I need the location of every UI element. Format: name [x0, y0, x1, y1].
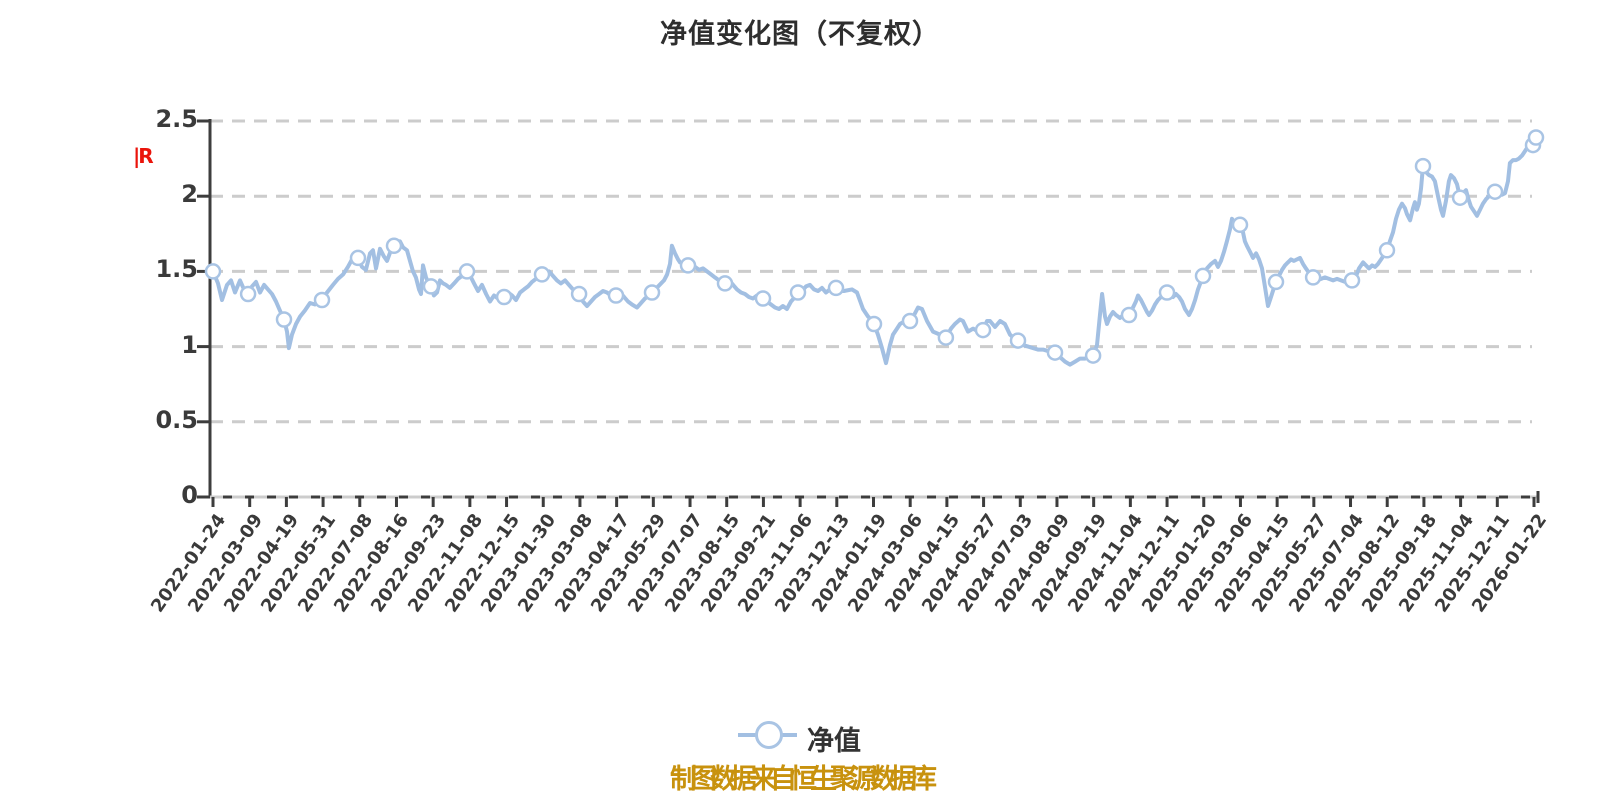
data-point-marker	[1486, 183, 1504, 200]
data-point-marker	[827, 279, 845, 297]
data-point-marker	[1304, 269, 1322, 286]
data-point-marker	[385, 237, 403, 255]
data-point-marker	[1378, 242, 1396, 259]
data-point-marker	[789, 284, 807, 301]
data-point-marker	[1084, 347, 1102, 364]
y-tick-label: 1	[181, 330, 198, 359]
y-tick-label: 2.5	[155, 105, 198, 133]
data-point-marker	[1527, 129, 1545, 146]
data-point-marker	[422, 278, 440, 295]
data-point-marker	[1343, 272, 1361, 289]
data-point-marker	[275, 311, 293, 328]
data-point-marker	[974, 321, 992, 339]
data-point-marker	[1231, 216, 1249, 234]
y-axis-red-marker: |R	[133, 144, 154, 168]
chart-title: 净值变化图（不复权）	[660, 19, 940, 50]
data-point-marker	[643, 284, 661, 301]
data-point-marker	[679, 257, 697, 274]
data-point-marker	[937, 329, 955, 346]
data-point-marker	[1158, 284, 1176, 301]
y-tick-label: 0.5	[155, 405, 198, 434]
data-point-marker	[313, 291, 331, 309]
data-point-marker	[1451, 189, 1469, 206]
data-point-marker	[1009, 332, 1027, 349]
data-point-marker	[607, 287, 625, 304]
data-point-marker	[1194, 267, 1212, 285]
data-source-note: 制图数据来自恒生聚源数据库	[670, 764, 937, 795]
y-tick-label: 1.5	[155, 255, 198, 284]
data-point-marker	[495, 288, 513, 306]
data-point-marker	[204, 263, 222, 280]
data-point-marker	[1414, 157, 1432, 175]
data-point-marker	[716, 275, 734, 292]
data-point-marker	[1046, 344, 1064, 361]
data-point-marker	[458, 263, 476, 280]
data-point-marker	[865, 315, 883, 333]
legend-label: 净值	[807, 726, 861, 757]
legend-marker-icon	[738, 721, 797, 749]
legend: 净值	[735, 712, 955, 762]
data-point-marker	[533, 266, 551, 283]
data-point-marker	[1267, 273, 1285, 291]
data-point-marker	[349, 249, 367, 267]
data-point-marker	[1120, 306, 1138, 324]
data-point-marker	[754, 290, 772, 307]
y-tick-label: 0	[181, 481, 198, 509]
data-point-marker	[570, 285, 588, 303]
data-point-marker	[239, 285, 257, 303]
y-tick-label: 2	[181, 180, 198, 209]
data-point-marker	[901, 312, 919, 330]
nav-line	[211, 135, 1538, 367]
